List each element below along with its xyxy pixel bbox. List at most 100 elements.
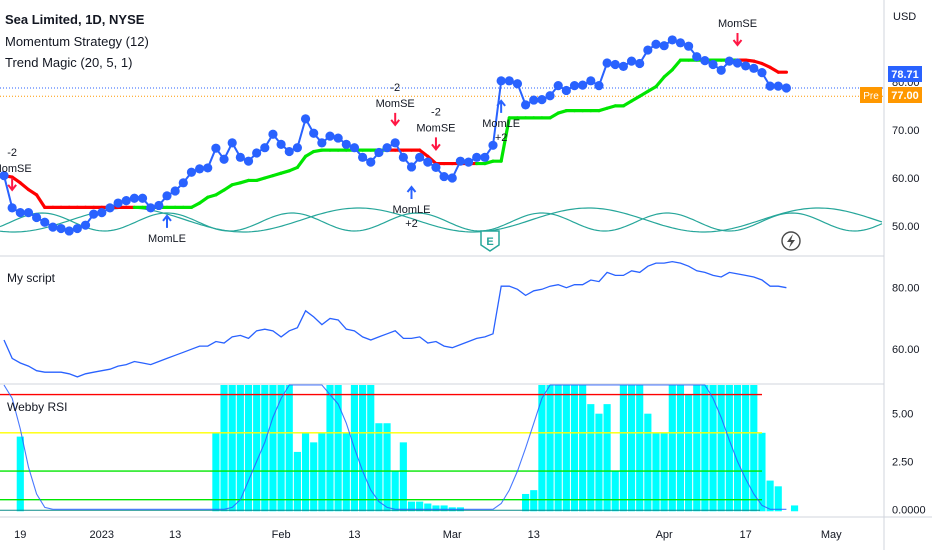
price-point[interactable] bbox=[129, 193, 139, 203]
price-point[interactable] bbox=[374, 147, 384, 158]
price-point[interactable] bbox=[708, 59, 718, 70]
price-point[interactable] bbox=[390, 138, 400, 148]
price-point[interactable] bbox=[602, 58, 612, 68]
indicator-trend-magic-label[interactable]: Trend Magic (20, 5, 1) bbox=[5, 55, 132, 70]
price-point[interactable] bbox=[406, 162, 417, 172]
price-point[interactable] bbox=[105, 203, 115, 213]
price-axis[interactable]: 50.0060.0070.0080.0060.0080.000.00002.50… bbox=[892, 77, 926, 516]
price-point[interactable] bbox=[675, 38, 686, 48]
price-point[interactable] bbox=[398, 152, 408, 162]
price-panel[interactable]: MomSE -2 MomSE -2 MomSE -2 MomSE MomLE MomLE +2 Mo… bbox=[0, 18, 884, 252]
my-script-panel[interactable] bbox=[3, 260, 787, 378]
price-point[interactable] bbox=[64, 226, 74, 236]
price-point[interactable] bbox=[667, 35, 677, 45]
price-point[interactable] bbox=[463, 157, 474, 167]
price-point[interactable] bbox=[162, 191, 172, 201]
price-point[interactable] bbox=[72, 223, 82, 234]
price-point[interactable] bbox=[716, 65, 726, 75]
price-point[interactable] bbox=[40, 217, 50, 227]
price-point[interactable] bbox=[700, 56, 710, 66]
price-point[interactable] bbox=[578, 80, 588, 90]
price-point[interactable] bbox=[504, 76, 514, 86]
earnings-marker-icon[interactable]: E bbox=[480, 230, 500, 252]
price-point[interactable] bbox=[529, 95, 539, 105]
price-point[interactable] bbox=[496, 76, 506, 86]
price-point[interactable] bbox=[635, 58, 645, 69]
price-point[interactable] bbox=[211, 143, 221, 153]
price-point[interactable] bbox=[195, 164, 205, 174]
price-point[interactable] bbox=[692, 52, 702, 62]
price-point[interactable] bbox=[569, 81, 580, 91]
price-point[interactable] bbox=[447, 173, 457, 183]
price-point[interactable] bbox=[684, 41, 694, 51]
price-point[interactable] bbox=[749, 63, 759, 73]
price-point[interactable] bbox=[7, 203, 17, 213]
price-point[interactable] bbox=[97, 208, 107, 218]
price-point[interactable] bbox=[325, 131, 335, 141]
price-point[interactable] bbox=[488, 140, 498, 150]
price-point[interactable] bbox=[537, 94, 547, 105]
price-point[interactable] bbox=[480, 152, 490, 162]
price-point[interactable] bbox=[56, 223, 66, 234]
price-point[interactable] bbox=[366, 157, 376, 167]
price-point[interactable] bbox=[227, 138, 237, 148]
price-point[interactable] bbox=[561, 85, 571, 96]
price-point[interactable] bbox=[626, 56, 637, 66]
webby-rsi-panel[interactable] bbox=[0, 384, 799, 512]
price-point[interactable] bbox=[732, 58, 743, 68]
lightning-event-icon[interactable] bbox=[781, 231, 801, 251]
price-point[interactable] bbox=[89, 209, 99, 219]
price-point[interactable] bbox=[80, 220, 91, 230]
price-point[interactable] bbox=[137, 193, 148, 203]
price-point[interactable] bbox=[186, 167, 197, 177]
price-point[interactable] bbox=[268, 129, 278, 139]
price-point[interactable] bbox=[423, 157, 433, 167]
price-point[interactable] bbox=[358, 152, 368, 162]
price-point[interactable] bbox=[553, 81, 563, 91]
price-point[interactable] bbox=[252, 148, 262, 158]
price-point[interactable] bbox=[349, 143, 360, 153]
price-point[interactable] bbox=[15, 208, 25, 218]
price-point[interactable] bbox=[594, 81, 604, 91]
price-point[interactable] bbox=[741, 61, 751, 71]
price-point[interactable] bbox=[276, 139, 286, 149]
price-point[interactable] bbox=[773, 81, 783, 91]
price-point[interactable] bbox=[341, 139, 351, 149]
price-point[interactable] bbox=[317, 138, 327, 148]
price-point[interactable] bbox=[154, 200, 164, 211]
indicator-momentum-label[interactable]: Momentum Strategy (12) bbox=[5, 34, 149, 49]
price-point[interactable] bbox=[146, 203, 156, 213]
price-point[interactable] bbox=[439, 171, 449, 182]
price-point[interactable] bbox=[472, 152, 482, 162]
price-point[interactable] bbox=[659, 41, 669, 51]
price-point[interactable] bbox=[512, 79, 523, 89]
price-point[interactable] bbox=[48, 222, 58, 232]
price-point[interactable] bbox=[586, 76, 596, 86]
price-point[interactable] bbox=[618, 61, 629, 71]
price-point[interactable] bbox=[113, 198, 123, 208]
price-point[interactable] bbox=[781, 83, 792, 93]
price-point[interactable] bbox=[121, 196, 131, 206]
price-point[interactable] bbox=[292, 143, 302, 153]
price-point[interactable] bbox=[545, 91, 555, 101]
price-point[interactable] bbox=[521, 100, 531, 110]
price-point[interactable] bbox=[455, 156, 465, 166]
price-point[interactable] bbox=[382, 143, 392, 153]
time-axis[interactable]: 19 2023 13 Feb 13 Mar 13 Apr 17 May bbox=[14, 529, 842, 541]
price-point[interactable] bbox=[309, 128, 319, 138]
price-point[interactable] bbox=[415, 152, 425, 162]
price-point[interactable] bbox=[219, 154, 229, 164]
price-point[interactable] bbox=[765, 81, 775, 91]
price-point[interactable] bbox=[757, 68, 767, 78]
price-point[interactable] bbox=[431, 162, 441, 173]
price-point[interactable] bbox=[651, 39, 661, 49]
price-point[interactable] bbox=[31, 212, 42, 223]
price-point[interactable] bbox=[260, 143, 270, 153]
price-point[interactable] bbox=[0, 171, 9, 181]
price-point[interactable] bbox=[333, 133, 343, 143]
price-point[interactable] bbox=[170, 186, 180, 196]
price-point[interactable] bbox=[300, 114, 311, 124]
price-point[interactable] bbox=[643, 45, 653, 55]
price-point[interactable] bbox=[284, 146, 294, 157]
